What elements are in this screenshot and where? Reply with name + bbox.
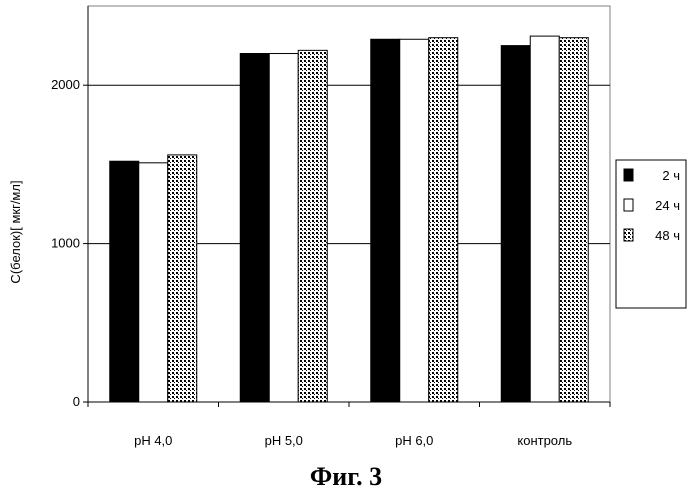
legend-swatch [624, 199, 633, 211]
y-tick-label: 2000 [51, 77, 80, 92]
legend-label: 48 ч [655, 228, 680, 243]
bar [530, 36, 559, 402]
bar [269, 54, 298, 402]
bar [371, 39, 400, 402]
x-tick-label: pH 5,0 [265, 433, 303, 448]
bar [298, 50, 327, 402]
y-ticks: 0 1000 2000 [51, 77, 88, 409]
bar [168, 155, 197, 402]
legend: 2 ч 24 ч 48 ч [616, 160, 686, 308]
bar [139, 163, 168, 402]
legend-label: 2 ч [662, 168, 680, 183]
x-tick-label: pH 6,0 [395, 433, 433, 448]
bar [559, 38, 588, 402]
x-tick-label: контроль [517, 433, 572, 448]
y-axis-title: С(белок)[ мкг/мл] [8, 180, 23, 283]
bar [240, 54, 269, 402]
y-tick-label: 1000 [51, 236, 80, 251]
legend-swatch [624, 229, 633, 241]
bar [429, 38, 458, 402]
legend-swatch [624, 169, 633, 181]
legend-label: 24 ч [655, 198, 680, 213]
bar [501, 46, 530, 402]
bar [110, 161, 139, 402]
y-tick-label: 0 [73, 394, 80, 409]
x-ticks: pH 4,0 pH 5,0 pH 6,0 контроль [88, 402, 610, 448]
bar [400, 39, 429, 402]
x-tick-label: pH 4,0 [134, 433, 172, 448]
figure-caption: Фиг. 3 [0, 462, 692, 492]
